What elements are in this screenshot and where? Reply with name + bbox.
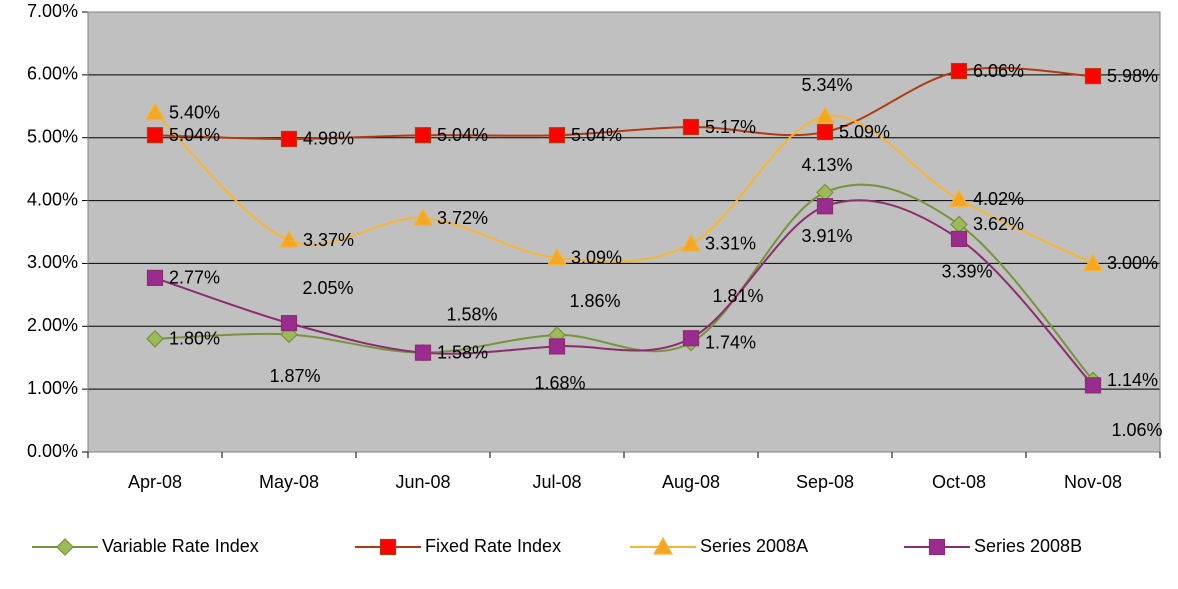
marker [950,62,968,80]
data-label: 5.04% [571,125,622,145]
data-label: 1.58% [437,342,488,362]
x-tick-label: Sep-08 [796,472,854,492]
data-label: 1.58% [446,304,497,324]
marker [414,127,432,144]
marker [816,198,834,215]
x-tick-label: Jul-08 [532,472,581,492]
data-label: 5.04% [169,125,220,145]
data-label: 5.98% [1107,66,1158,86]
data-label: 1.86% [569,291,620,311]
legend-item: Series 2008A [630,536,808,556]
data-label: 1.14% [1107,370,1158,390]
marker [278,229,300,248]
line [154,111,1094,265]
x-tick-label: May-08 [259,472,319,492]
data-label: 1.68% [534,373,585,393]
data-label: 1.06% [1111,420,1162,440]
marker [948,189,970,207]
x-tick-label: Jun-08 [395,472,450,492]
y-tick-label: 3.00% [27,252,78,272]
y-tick-label: 0.00% [27,441,78,461]
data-label: 1.87% [269,366,320,386]
data-label: 1.74% [705,332,756,352]
data-label: 1.81% [712,286,763,306]
data-label: 4.02% [973,189,1024,209]
marker [56,538,74,556]
marker [146,330,164,348]
y-tick-label: 6.00% [27,64,78,84]
legend-label: Series 2008A [700,536,808,556]
marker [928,538,946,556]
marker [680,233,702,252]
marker [548,338,566,355]
data-label: 1.80% [169,329,220,349]
marker [146,269,164,286]
data-label: 3.39% [941,262,992,282]
data-label: 4.13% [801,155,852,175]
marker [682,330,700,347]
series [146,198,1102,394]
data-label: 5.17% [705,117,756,137]
marker [379,538,397,556]
x-tick-label: Aug-08 [662,472,720,492]
line [154,66,1094,140]
x-tick-label: Apr-08 [128,472,182,492]
legend-item: Fixed Rate Index [355,536,561,556]
data-label: 5.34% [801,75,852,95]
y-tick-label: 1.00% [27,378,78,398]
marker [548,127,566,144]
marker [280,130,298,148]
marker [1082,253,1104,272]
legend-item: Series 2008B [904,536,1082,556]
data-label: 3.00% [1107,253,1158,273]
legend-item: Variable Rate Index [32,536,259,556]
marker [816,123,834,141]
series [144,102,1104,272]
marker [1084,68,1102,85]
x-tick-label: Nov-08 [1064,472,1122,492]
data-label: 3.72% [437,208,488,228]
marker [280,315,298,332]
y-tick-label: 5.00% [27,126,78,146]
y-tick-label: 4.00% [27,189,78,209]
data-label: 5.04% [437,125,488,145]
data-label: 3.62% [973,214,1024,234]
legend-label: Series 2008B [974,536,1082,556]
marker [144,102,166,121]
marker [1084,377,1102,394]
x-tick-label: Oct-08 [932,472,986,492]
data-label: 2.77% [169,268,220,288]
marker [814,106,836,124]
data-label: 6.06% [973,61,1024,81]
marker [146,127,164,144]
y-tick-label: 7.00% [27,1,78,21]
data-label: 2.05% [302,278,353,298]
data-label: 5.09% [839,122,890,142]
legend-label: Variable Rate Index [102,536,259,556]
marker [546,247,568,266]
marker [652,536,674,555]
marker [950,230,968,248]
data-label: 3.31% [705,234,756,254]
marker [682,118,700,136]
data-label: 3.91% [801,226,852,246]
marker [412,207,434,226]
data-label: 5.40% [169,102,220,122]
plot-area [88,12,1160,452]
marker [414,344,432,361]
series [146,62,1102,148]
data-label: 3.37% [303,230,354,250]
legend-label: Fixed Rate Index [425,536,561,556]
data-label: 4.98% [303,129,354,149]
y-tick-label: 2.00% [27,315,78,335]
data-label: 3.09% [571,248,622,268]
